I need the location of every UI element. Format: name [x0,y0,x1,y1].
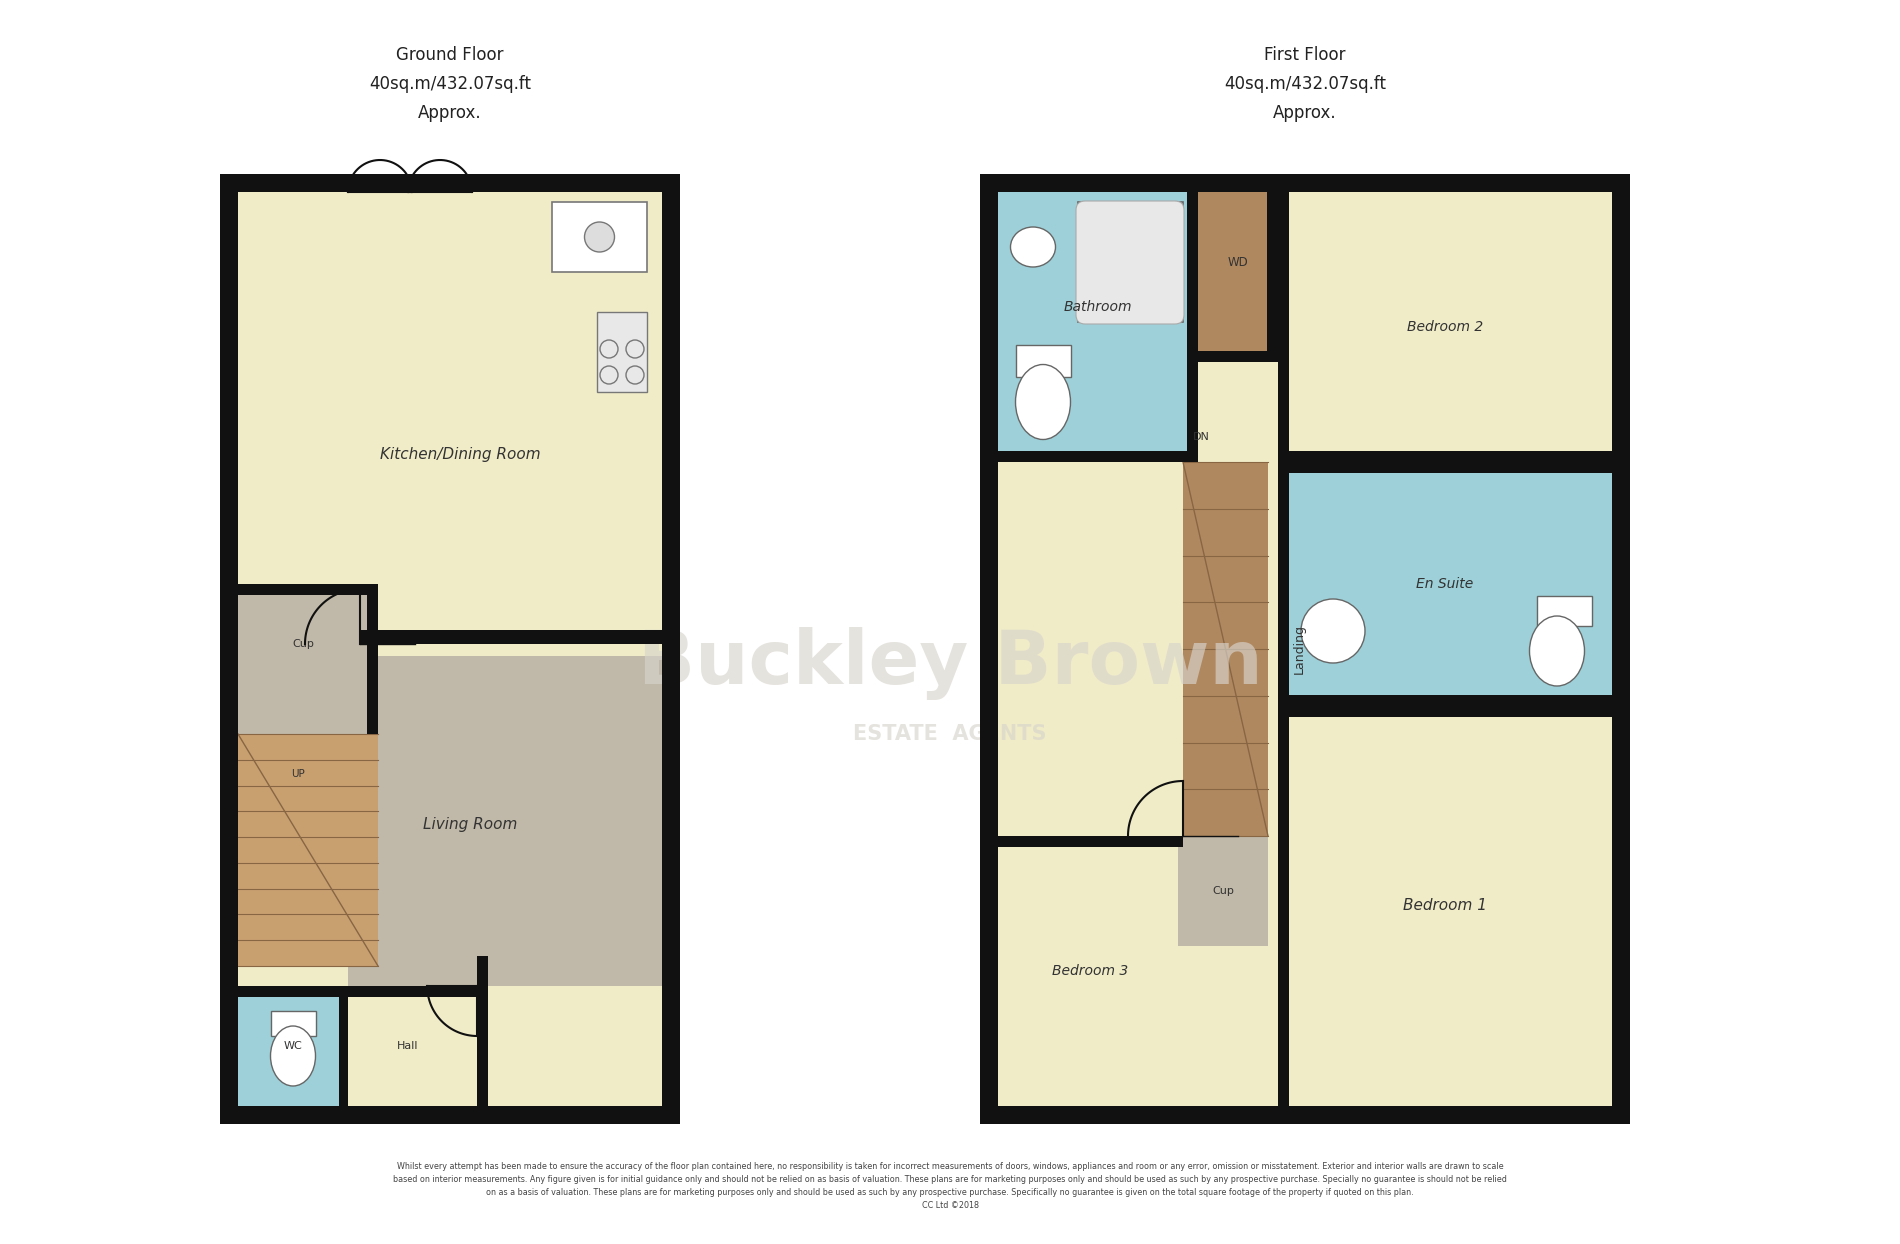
Bar [1279,192,1611,462]
Bar [220,174,680,192]
Bar [367,583,378,734]
Text: Kitchen/Dining Room: Kitchen/Dining Room [380,447,540,462]
Text: Ground Floor
40sq.m/432.07sq.ft
Approx.: Ground Floor 40sq.m/432.07sq.ft Approx. [369,46,530,122]
Bar [998,452,1199,462]
Text: DN: DN [1193,432,1210,442]
Bar [998,836,1184,847]
Bar [1178,836,1267,945]
Bar [477,955,488,1106]
Text: Bathroom: Bathroom [1064,300,1132,313]
Bar [1611,174,1630,1125]
Text: Bedroom 3: Bedroom 3 [1053,964,1129,978]
Text: Whilst every attempt has been made to ensure the accuracy of the floor plan cont: Whilst every attempt has been made to en… [393,1162,1507,1210]
Bar [220,1106,680,1125]
FancyBboxPatch shape [1075,202,1184,323]
Bar [1199,351,1279,362]
Text: First Floor
40sq.m/432.07sq.ft
Approx.: First Floor 40sq.m/432.07sq.ft Approx. [1224,46,1385,122]
Bar [1017,345,1072,377]
Text: ESTATE  AGENTS: ESTATE AGENTS [853,724,1047,744]
Bar [661,174,680,1125]
Bar [238,583,378,595]
Bar [998,192,1199,462]
Text: Living Room: Living Room [424,816,517,831]
Text: Hall: Hall [397,1041,418,1051]
Bar [1199,192,1279,362]
Bar [1537,596,1592,626]
Bar [1279,707,1288,1106]
Bar [1279,452,1611,462]
Bar [348,656,661,986]
Bar [238,192,661,1106]
Bar [359,629,661,644]
Bar [980,1106,1630,1125]
Bar [238,986,348,1106]
Bar [238,734,378,967]
Text: Landing: Landing [1294,624,1305,674]
Bar [272,1011,315,1036]
Bar [998,836,1184,1106]
Circle shape [585,221,614,253]
Ellipse shape [270,1026,315,1086]
Bar [1188,192,1199,462]
Bar [1279,462,1288,707]
Bar [1267,192,1279,362]
Ellipse shape [1015,364,1070,439]
Text: WD: WD [1227,255,1248,269]
Bar [1077,202,1184,322]
Text: Buckley Brown: Buckley Brown [638,627,1262,700]
Circle shape [1302,600,1364,663]
Bar [1279,462,1611,473]
Bar [1184,462,1267,836]
Bar [1279,695,1611,707]
Bar [553,202,648,272]
Ellipse shape [1530,616,1585,685]
Bar [980,174,998,1125]
Text: Bedroom 1: Bedroom 1 [1402,898,1488,913]
Bar [998,192,1611,1106]
Text: En Suite: En Suite [1416,577,1474,591]
Ellipse shape [1011,226,1056,267]
Bar [1279,192,1288,462]
Bar [348,986,488,1106]
Bar [338,986,348,1106]
Text: UP: UP [291,769,304,779]
Bar [1279,707,1611,717]
Bar [238,583,378,734]
Bar [220,174,238,1125]
Text: WC: WC [283,1041,302,1051]
Bar [980,174,1630,192]
Bar [597,312,648,392]
Text: Cup: Cup [1212,886,1233,896]
Bar [1279,707,1611,1106]
Bar [238,986,488,996]
Text: Bedroom 2: Bedroom 2 [1406,320,1484,333]
Bar [1279,462,1611,707]
Text: Cup: Cup [293,639,314,649]
